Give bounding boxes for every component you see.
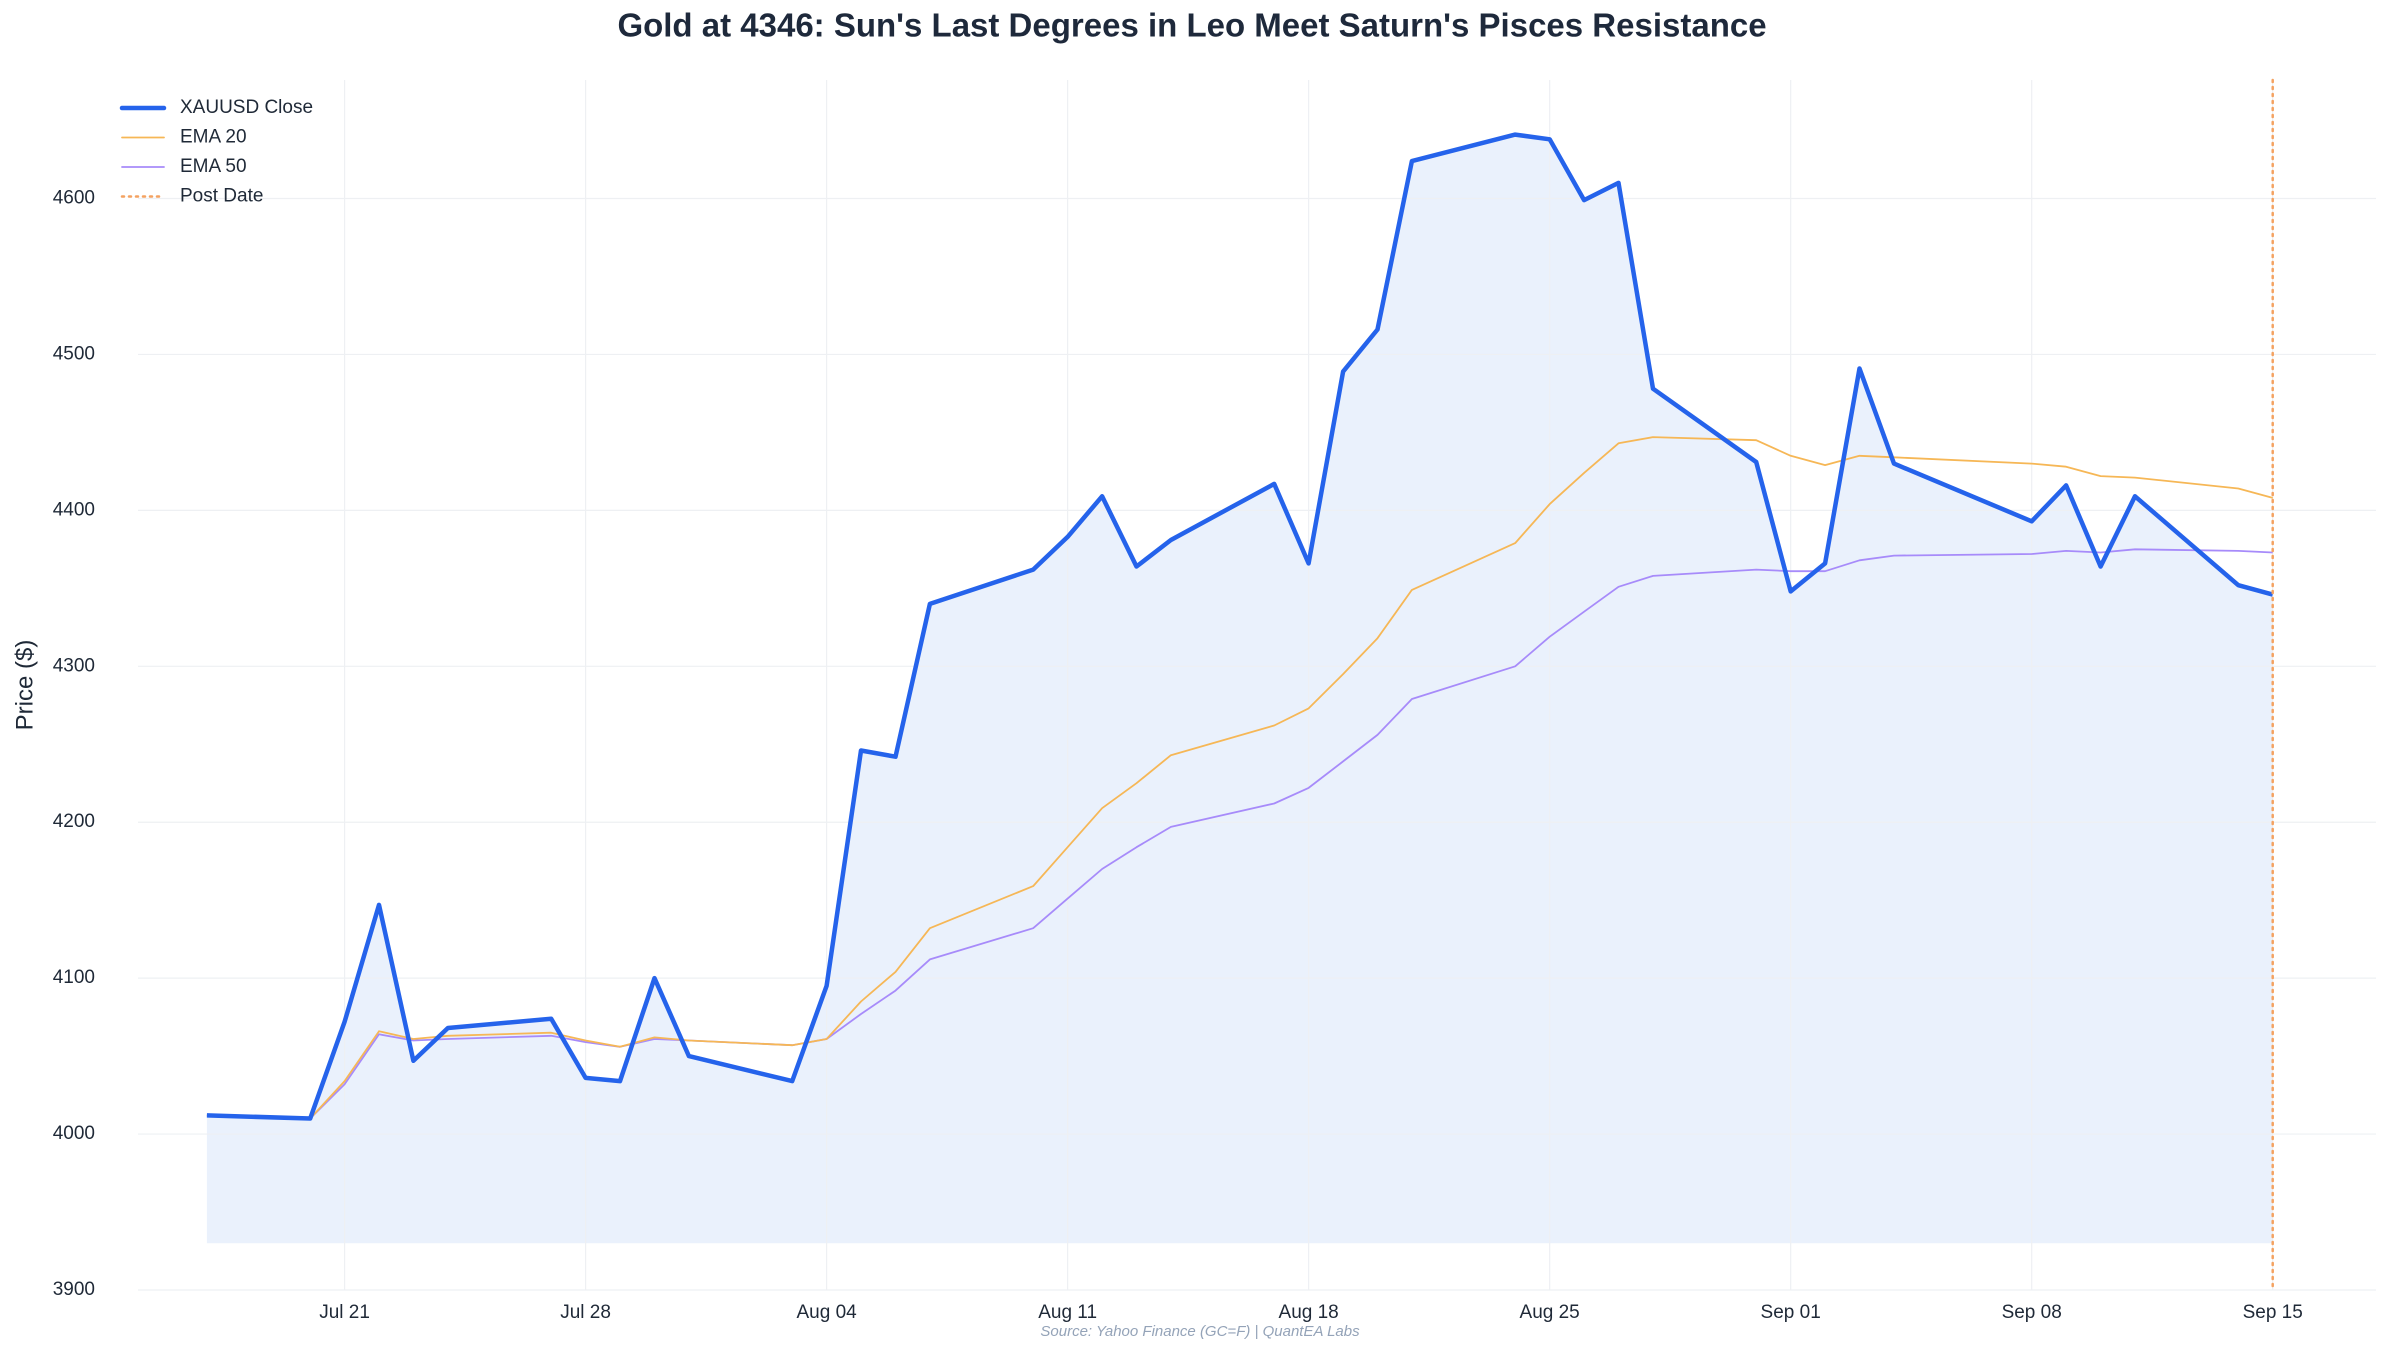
- y-tick-label: 4000: [53, 1123, 95, 1144]
- y-tick-label: 3900: [53, 1279, 95, 1300]
- chart-title: Gold at 4346: Sun's Last Degrees in Leo …: [617, 7, 1766, 44]
- y-tick-label: 4400: [53, 499, 95, 520]
- x-tick-label: Aug 25: [1520, 1302, 1580, 1323]
- legend-label: EMA 50: [180, 156, 247, 177]
- y-tick-label: 4300: [53, 655, 95, 676]
- line-series: [206, 548, 2273, 1120]
- source-note: Source: Yahoo Finance (GC=F) | QuantEA L…: [1040, 1323, 1360, 1340]
- x-tick-label: Aug 18: [1279, 1302, 1339, 1323]
- x-tick-label: Aug 11: [1038, 1302, 1097, 1323]
- x-tick-label: Sep 15: [2243, 1302, 2303, 1323]
- line-series: [206, 436, 2273, 1120]
- y-axis-label: Price ($): [11, 640, 38, 731]
- y-tick-label: 4600: [53, 188, 95, 209]
- y-tick-label: 4500: [53, 343, 95, 364]
- line-series: [206, 132, 2274, 1121]
- x-tick-label: Sep 08: [2002, 1302, 2062, 1323]
- y-tick-label: 4200: [53, 811, 95, 832]
- legend-label: EMA 20: [180, 127, 247, 148]
- x-tick-label: Aug 04: [796, 1302, 857, 1323]
- x-tick-label: Jul 21: [319, 1302, 370, 1323]
- legend-label: Post Date: [180, 186, 263, 207]
- x-tick-label: Sep 01: [1761, 1302, 1821, 1323]
- legend-label: XAUUSD Close: [180, 97, 313, 118]
- y-tick-label: 4100: [53, 967, 95, 988]
- x-tick-label: Jul 28: [560, 1302, 611, 1323]
- area-fill: [206, 134, 2273, 1244]
